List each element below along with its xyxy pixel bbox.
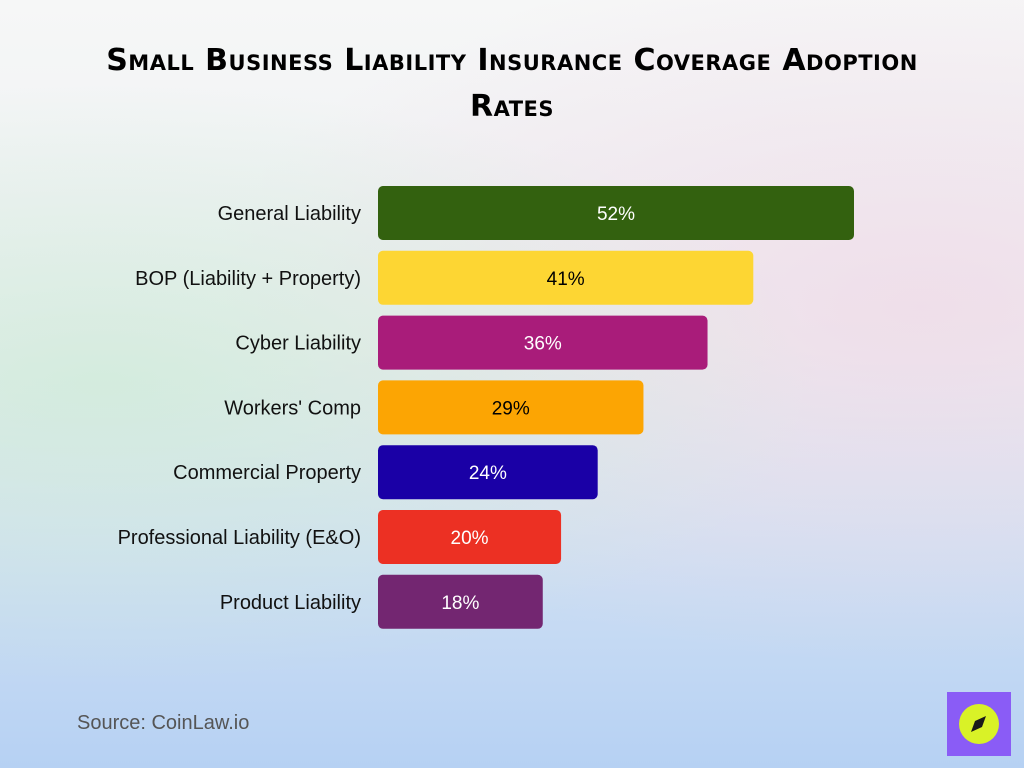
data-label: 29% bbox=[492, 398, 530, 419]
bar-4 bbox=[378, 380, 644, 435]
data-label: 52% bbox=[597, 204, 635, 225]
bar-6 bbox=[378, 510, 562, 564]
bar-3 bbox=[378, 315, 708, 370]
category-label: Cyber Liability bbox=[235, 333, 361, 355]
bar-1 bbox=[378, 186, 854, 240]
bar-5 bbox=[378, 445, 598, 500]
bar-7 bbox=[378, 574, 543, 629]
category-label: Workers' Comp bbox=[224, 397, 361, 419]
compass-icon bbox=[959, 704, 999, 744]
source-text: Source: CoinLaw.io bbox=[77, 712, 250, 734]
category-label: Professional Liability (E&O) bbox=[118, 527, 361, 549]
data-label: 18% bbox=[441, 593, 479, 614]
data-label: 20% bbox=[451, 528, 489, 549]
logo bbox=[947, 692, 1011, 756]
data-label: 41% bbox=[547, 269, 585, 290]
data-label: 24% bbox=[469, 463, 507, 484]
category-label: General Liability bbox=[218, 203, 361, 225]
category-label: Product Liability bbox=[220, 592, 361, 614]
bar-2 bbox=[378, 250, 754, 305]
category-label: BOP (Liability + Property) bbox=[135, 268, 361, 290]
data-label: 36% bbox=[524, 334, 562, 355]
chart-title: Small Business Liability Insurance Cover… bbox=[106, 43, 918, 124]
category-label: Commercial Property bbox=[173, 462, 361, 484]
